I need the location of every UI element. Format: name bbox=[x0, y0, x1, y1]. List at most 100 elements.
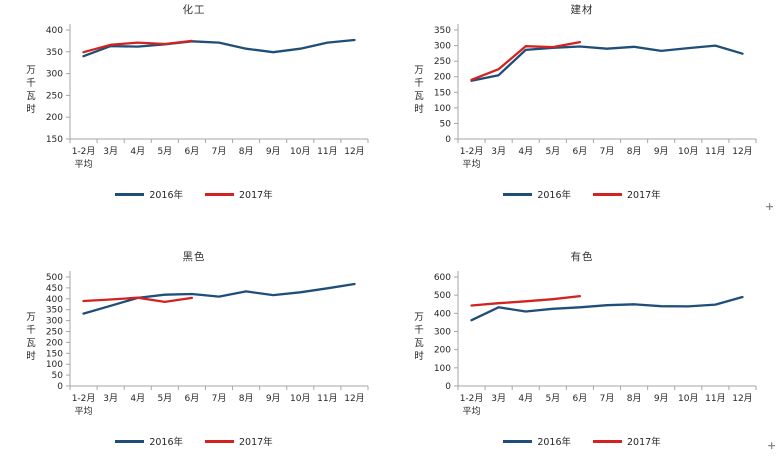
y-tick-label: 300 bbox=[434, 42, 451, 52]
chart-panel-building-materials[interactable]: 建材 0 50 100 150 200 250 300 350 1-2月平均 3月 4月 5月 6月 7月… bbox=[388, 0, 776, 231]
chart-title: 有色 bbox=[570, 251, 594, 263]
y-tick-label: 150 bbox=[434, 88, 451, 98]
y-tick-label: 200 bbox=[46, 338, 63, 348]
y-tick-label: 600 bbox=[434, 273, 451, 283]
legend-line-2016 bbox=[115, 192, 145, 196]
x-tick-label: 3月 bbox=[491, 146, 506, 157]
y-tick-label: 200 bbox=[46, 113, 63, 123]
chart-legend: 2016年 2017年 bbox=[115, 434, 273, 448]
y-axis-title-char: 千 bbox=[26, 78, 36, 89]
y-axis-title-char: 时 bbox=[26, 350, 36, 362]
x-tick-label: 1-2月平均 bbox=[460, 393, 484, 417]
legend-line-2016 bbox=[115, 439, 145, 443]
chart-title: 黑色 bbox=[182, 251, 206, 263]
x-tick-label: 6月 bbox=[573, 146, 588, 157]
legend-item-2016: 2016年 bbox=[503, 187, 571, 201]
y-tick-label: 100 bbox=[434, 104, 451, 114]
y-axis-title-char: 瓦 bbox=[26, 91, 36, 102]
legend-item-2017: 2017年 bbox=[205, 434, 273, 448]
legend-line-2016 bbox=[503, 192, 533, 196]
y-tick-label: 400 bbox=[434, 309, 451, 319]
y-tick-label: 300 bbox=[434, 328, 451, 338]
y-tick-label: 250 bbox=[434, 57, 451, 67]
series-line-2016年 bbox=[82, 38, 356, 58]
series-line-2017年 bbox=[470, 40, 582, 81]
y-tick-label: 0 bbox=[445, 382, 451, 392]
y-tick-label: 50 bbox=[52, 371, 64, 381]
y-tick-label: 200 bbox=[434, 346, 451, 356]
x-tick-label: 8月 bbox=[627, 393, 642, 404]
x-tick-label: 5月 bbox=[157, 146, 172, 157]
x-tick-label: 12月 bbox=[732, 393, 752, 404]
autofill-plus-icon: + bbox=[765, 200, 775, 213]
x-tick-label: 5月 bbox=[545, 393, 560, 404]
chart-plot-area: 150 200 250 300 350 400 1-2月平均 3月 4月 5月 6月 7月 8月 9月 10… bbox=[26, 24, 369, 170]
legend-line-2017 bbox=[593, 192, 622, 196]
y-tick-label: 250 bbox=[46, 91, 63, 101]
legend-line-2017 bbox=[205, 192, 234, 196]
y-tick-label: 300 bbox=[46, 70, 63, 80]
chart-plot-area: 0 50 100 150 200 250 300 350 1-2月平均 3月 4月 5月 6月 7月 8月 9… bbox=[414, 24, 757, 170]
x-tick-label: 11月 bbox=[705, 393, 725, 404]
legend-item-2016: 2016年 bbox=[115, 187, 183, 201]
x-tick-label: 8月 bbox=[239, 393, 254, 404]
chart-panel-nonferrous[interactable]: 有色 0 100 200 300 400 500 600 1-2月平均 3月 4月 5月 6月 7月 8月… bbox=[388, 231, 776, 462]
series-line-2017年 bbox=[82, 296, 194, 304]
legend-line-2017 bbox=[205, 439, 234, 443]
legend-label: 2017年 bbox=[239, 437, 273, 448]
x-tick-label: 3月 bbox=[491, 393, 506, 404]
x-tick-label: 5月 bbox=[545, 146, 560, 157]
x-tick-label: 12月 bbox=[732, 146, 752, 157]
y-tick-label: 100 bbox=[46, 360, 63, 370]
y-tick-label: 350 bbox=[46, 306, 63, 316]
x-tick-label: 4月 bbox=[130, 146, 145, 157]
legend-label: 2016年 bbox=[537, 437, 571, 448]
series-line-2017年 bbox=[82, 39, 194, 54]
chart-panel-chemical[interactable]: 化工 150 200 250 300 350 400 1-2月平均 3月 4月 5月 6月 7月 8月 9… bbox=[0, 0, 388, 231]
x-tick-label: 12月 bbox=[344, 146, 364, 157]
x-tick-label: 9月 bbox=[654, 146, 669, 157]
y-axis-title-char: 瓦 bbox=[26, 338, 36, 349]
x-tick-label: 7月 bbox=[600, 146, 615, 157]
series-line-2016年 bbox=[470, 295, 744, 322]
y-axis-title-char: 时 bbox=[26, 103, 36, 115]
series-line-2016年 bbox=[82, 282, 356, 315]
x-tick-label: 10月 bbox=[290, 146, 310, 157]
x-tick-label: 7月 bbox=[600, 393, 615, 404]
y-tick-label: 0 bbox=[445, 135, 451, 145]
legend-line-2017 bbox=[593, 439, 622, 443]
y-tick-label: 350 bbox=[46, 48, 63, 58]
chart-legend: 2016年 2017年 bbox=[503, 187, 661, 201]
x-tick-label: 9月 bbox=[654, 393, 669, 404]
chart-panel-ferrous[interactable]: 黑色 0 50 100 150 200 250 300 350 400 450 500 1-2月平均 3… bbox=[0, 231, 388, 462]
y-axis-title-char: 瓦 bbox=[414, 91, 424, 102]
legend-label: 2016年 bbox=[537, 190, 571, 201]
y-axis-title-char: 万 bbox=[414, 65, 424, 76]
y-axis-title-char: 万 bbox=[26, 65, 36, 76]
legend-label: 2017年 bbox=[627, 437, 661, 448]
x-tick-label: 9月 bbox=[266, 146, 281, 157]
y-axis-title-char: 瓦 bbox=[414, 338, 424, 349]
x-tick-label: 3月 bbox=[103, 393, 118, 404]
x-tick-label: 4月 bbox=[130, 393, 145, 404]
y-tick-label: 150 bbox=[46, 349, 63, 359]
x-tick-label: 10月 bbox=[678, 393, 698, 404]
series-line-2016年 bbox=[470, 44, 744, 82]
x-tick-label: 9月 bbox=[266, 393, 281, 404]
y-tick-label: 350 bbox=[434, 26, 451, 36]
y-axis-title-char: 时 bbox=[414, 103, 424, 115]
y-axis-title-char: 千 bbox=[414, 325, 424, 336]
autofill-plus-icon: + bbox=[767, 439, 777, 452]
y-tick-label: 50 bbox=[440, 119, 452, 129]
chart-title: 建材 bbox=[570, 4, 594, 16]
y-axis-title-char: 万 bbox=[26, 312, 36, 323]
x-tick-label: 3月 bbox=[103, 146, 118, 157]
x-tick-label: 6月 bbox=[573, 393, 588, 404]
y-tick-label: 300 bbox=[46, 317, 63, 327]
legend-label: 2017年 bbox=[239, 190, 273, 201]
y-tick-label: 150 bbox=[46, 135, 63, 145]
y-axis-title-char: 万 bbox=[414, 312, 424, 323]
